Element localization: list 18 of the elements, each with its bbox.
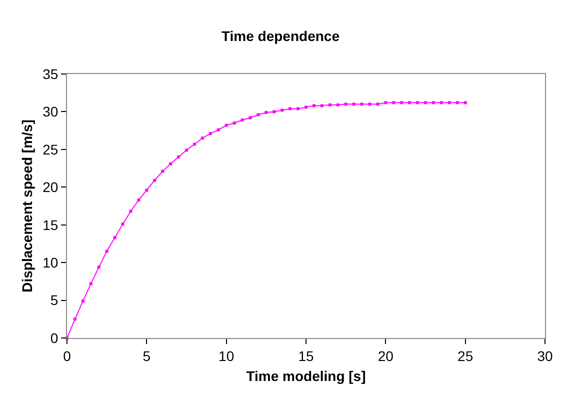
x-tick-label: 10 [218,348,234,364]
x-axis-title: Time modeling [s] [246,368,366,384]
x-tick-label: 30 [537,348,553,364]
y-tick-label: 10 [42,254,58,270]
x-tick-label: 5 [142,348,151,364]
y-tick-label: 30 [42,104,58,120]
y-tick-label: 0 [50,330,58,346]
chart-title: Time dependence [221,28,340,44]
x-tick-label: 15 [298,348,314,364]
y-axis-title: Displacement speed [m/s] [19,120,36,292]
y-tick-label: 35 [42,66,58,82]
x-tick-label: 0 [63,348,72,364]
y-tick-label: 15 [42,216,58,233]
x-tick-label: 25 [458,348,474,364]
y-tick-label: 20 [42,179,58,196]
y-tick-label: 5 [50,292,58,308]
y-tick-label: 25 [42,141,58,158]
x-tick-label: 20 [378,348,394,364]
